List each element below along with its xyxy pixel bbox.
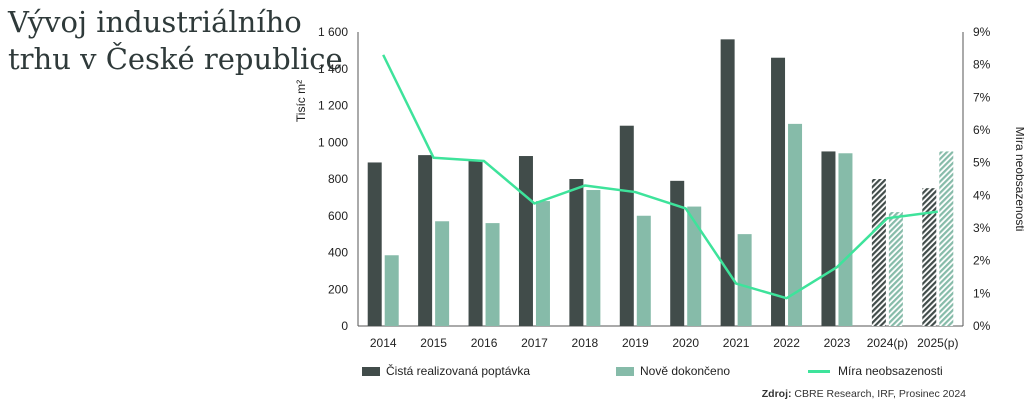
bar-demand-2014	[367, 162, 382, 326]
x-tick-label: 2024(p)	[867, 336, 908, 350]
bar-completions-2015	[435, 221, 450, 326]
y-right-tick-label: 5%	[973, 156, 991, 170]
y-left-tick-label: 1 400	[318, 62, 348, 76]
y-left-tick-label: 0	[341, 319, 348, 333]
chart-title-line-1: Vývoj industriálního	[8, 5, 302, 39]
bar-completions-2023	[838, 153, 853, 326]
y-left-tick-label: 800	[328, 172, 348, 186]
legend-swatch-completions	[616, 366, 634, 376]
y-left-tick-label: 600	[328, 209, 348, 223]
y-right-tick-label: 7%	[973, 90, 991, 104]
series-line-vacancy	[382, 54, 938, 300]
y-right-tick-label: 3%	[973, 221, 991, 235]
y-right-tick-label: 6%	[973, 123, 991, 137]
x-tick-label: 2023	[824, 336, 851, 350]
bar-completions-2021	[737, 234, 752, 326]
x-tick-label: 2020	[672, 336, 699, 350]
bar-completions-2016	[485, 223, 500, 326]
bar-completions-2017	[535, 201, 550, 326]
bar-completions-2019	[636, 215, 651, 326]
x-tick-label: 2014	[370, 336, 397, 350]
y-right-tick-label: 9%	[973, 25, 991, 39]
source-text: CBRE Research, IRF, Prosinec 2024	[794, 388, 966, 400]
bar-completions-2022	[788, 123, 803, 326]
bar-demand-2024(p)	[871, 179, 886, 326]
y-left-tick-label: 1 000	[318, 135, 348, 149]
legend-swatch-demand	[362, 366, 380, 376]
legend-label-vacancy: Míra neobsazenosti	[838, 364, 943, 378]
bar-demand-2016	[468, 160, 483, 326]
y-right-tick-label: 2%	[973, 254, 991, 268]
legend-swatch-vacancy	[808, 369, 830, 373]
bar-completions-2024(p)	[888, 212, 903, 326]
x-tick-label: 2019	[622, 336, 649, 350]
bar-completions-2014	[384, 255, 399, 326]
legend-item-demand: Čistá realizovaná poptávka	[362, 364, 530, 378]
x-tick-label: 2016	[471, 336, 498, 350]
bar-demand-2023	[821, 151, 836, 326]
chart-title: Vývoj industriálního trhu v České republ…	[8, 4, 343, 78]
y-left-tick-label: 400	[328, 246, 348, 260]
legend-item-completions: Nově dokončeno	[616, 364, 730, 378]
y-left-tick-label: 1 600	[318, 25, 348, 39]
legend-label-completions: Nově dokončeno	[640, 364, 731, 378]
x-tick-label: 2021	[723, 336, 750, 350]
bar-demand-2018	[569, 179, 584, 326]
bar-demand-2025(p)	[922, 188, 937, 326]
bar-demand-2017	[518, 156, 533, 326]
x-tick-label: 2022	[773, 336, 800, 350]
x-tick-label: 2025(p)	[917, 336, 958, 350]
y-left-tick-label: 1 200	[318, 99, 348, 113]
source-label: Zdroj:	[761, 388, 792, 400]
bar-completions-2020	[687, 206, 702, 326]
source-note: Zdroj: CBRE Research, IRF, Prosinec 2024	[762, 388, 966, 400]
x-tick-label: 2018	[572, 336, 599, 350]
y-right-tick-label: 1%	[973, 286, 991, 300]
x-tick-label: 2017	[521, 336, 548, 350]
bar-demand-2015	[418, 155, 433, 326]
chart-title-line-2: trhu v České republice	[8, 42, 343, 76]
bar-demand-2019	[619, 125, 634, 327]
x-tick-label: 2015	[420, 336, 447, 350]
y-right-tick-label: 0%	[973, 319, 991, 333]
y-left-axis-label: Tisíc m²	[294, 80, 308, 122]
y-right-axis-label: Míra neobsazenosti	[1013, 127, 1024, 232]
y-right-tick-label: 4%	[973, 188, 991, 202]
legend-item-vacancy: Míra neobsazenosti	[808, 364, 943, 378]
bar-demand-2021	[720, 39, 735, 326]
legend-label-demand: Čistá realizovaná poptávka	[386, 364, 531, 378]
bar-completions-2018	[586, 190, 601, 326]
bar-completions-2025(p)	[939, 151, 954, 326]
y-right-tick-label: 8%	[973, 58, 991, 72]
bar-demand-2020	[670, 180, 685, 326]
bar-demand-2022	[771, 57, 786, 326]
y-left-tick-label: 200	[328, 282, 348, 296]
